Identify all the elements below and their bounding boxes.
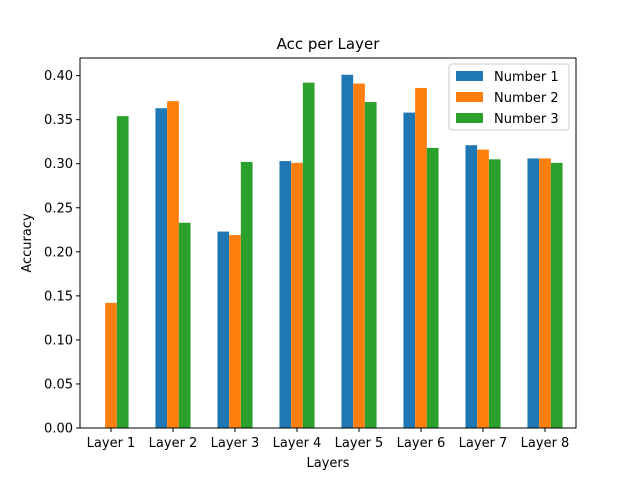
y-axis-label: Accuracy — [20, 213, 35, 273]
bar-number-3-layer-3 — [240, 161, 253, 428]
x-tick-label: Layer 4 — [273, 436, 322, 451]
bar-number-1-layer-2 — [155, 108, 168, 429]
plot-frame — [79, 57, 577, 429]
y-tick-label: 0.20 — [44, 245, 73, 260]
x-tick-label: Layer 1 — [87, 436, 136, 451]
y-tick-label: 0.25 — [44, 201, 73, 216]
bar-number-3-layer-1 — [116, 116, 129, 428]
bar-number-2-layer-8 — [539, 158, 551, 428]
legend: Number 1 Number 2 Number 3 — [448, 63, 570, 131]
bar-number-2-layer-7 — [477, 149, 489, 428]
bar-number-2-layer-3 — [229, 235, 241, 428]
bar-number-2-layer-2 — [167, 101, 179, 429]
bar-number-1-layer-5 — [341, 74, 354, 429]
y-tick-label: 0.15 — [44, 289, 73, 304]
bar-number-1-layer-8 — [527, 158, 540, 428]
legend-label: Number 3 — [494, 112, 559, 127]
bars-layer — [105, 74, 563, 429]
y-tick-label: 0.05 — [44, 377, 73, 392]
chart-title: Acc per Layer — [277, 35, 381, 53]
legend-swatch — [456, 113, 483, 123]
x-tick-label: Layer 3 — [211, 436, 260, 451]
x-axis-ticks: Layer 1 Layer 2 Layer 3 Layer 4 Layer 5 Layer… — [87, 428, 570, 451]
bar-number-2-layer-6 — [415, 87, 427, 428]
x-axis-label: Layers — [306, 456, 349, 471]
legend-items: Number 1 Number 2 Number 3 — [456, 70, 559, 127]
bar-number-3-layer-7 — [488, 159, 501, 428]
legend-swatch — [456, 92, 483, 102]
bar-number-1-layer-7 — [465, 145, 478, 428]
x-tick-label: Layer 6 — [397, 436, 446, 451]
bar-number-3-layer-2 — [178, 222, 191, 428]
x-tick-label: Layer 8 — [521, 436, 570, 451]
y-tick-label: 0.40 — [44, 69, 73, 84]
bar-number-2-layer-5 — [353, 83, 365, 429]
bar-number-1-layer-4 — [279, 161, 292, 428]
bar-number-3-layer-5 — [364, 102, 377, 429]
bar-number-3-layer-8 — [550, 162, 563, 428]
bar-number-3-layer-6 — [426, 147, 439, 429]
bar-number-2-layer-1 — [105, 302, 117, 428]
y-tick-label: 0.35 — [44, 113, 73, 128]
legend-label: Number 1 — [494, 70, 559, 85]
legend-swatch — [456, 71, 483, 81]
x-tick-label: Layer 5 — [335, 436, 384, 451]
legend-label: Number 2 — [494, 91, 559, 106]
y-tick-label: 0.10 — [44, 333, 73, 348]
y-axis-ticks: 0.00 0.05 0.10 0.15 0.20 0.25 0.30 0.35 0.40 — [44, 69, 80, 437]
bar-number-3-layer-4 — [302, 82, 315, 429]
x-tick-label: Layer 7 — [459, 436, 508, 451]
bar-number-1-layer-6 — [403, 112, 416, 429]
bar-number-2-layer-4 — [291, 162, 303, 428]
x-tick-label: Layer 2 — [149, 436, 198, 451]
y-tick-label: 0.30 — [44, 157, 73, 172]
bar-number-1-layer-3 — [217, 231, 230, 428]
y-tick-label: 0.00 — [44, 422, 73, 437]
